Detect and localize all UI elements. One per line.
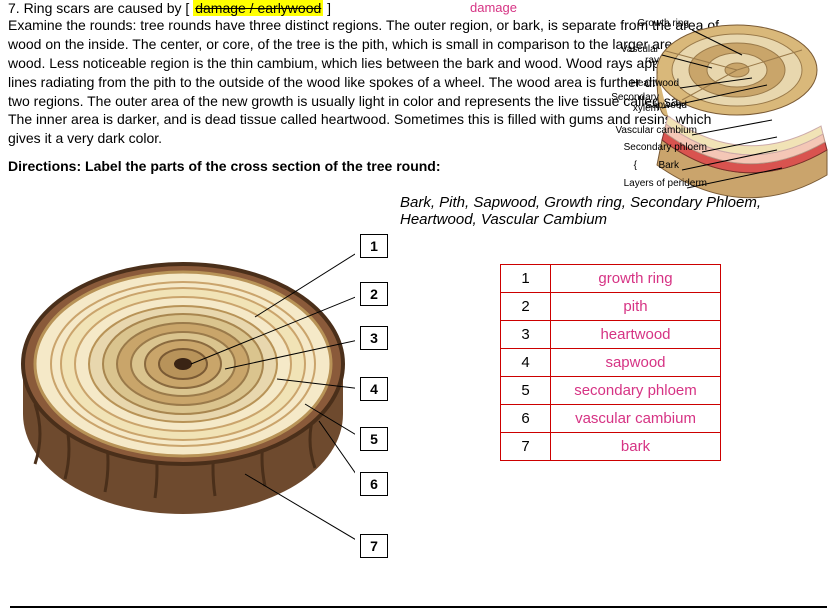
ans-num: 4 [501,349,551,377]
label-box-7[interactable]: 7 [360,534,388,558]
label-box-2[interactable]: 2 [360,282,388,306]
label-box-3[interactable]: 3 [360,326,388,350]
anat-label-vascular-ray: Vascular ray [614,44,659,66]
answer-table: 1growth ring 2pith 3heartwood 4sapwood 5… [500,264,721,461]
question-7: 7. Ring scars are caused by [ damage / e… [8,0,331,16]
ans-num: 3 [501,321,551,349]
table-row: 3heartwood [501,321,721,349]
anat-label-bark: Bark [658,160,679,171]
ans-num: 6 [501,405,551,433]
table-row: 7bark [501,433,721,461]
ans-num: 2 [501,293,551,321]
ans-text: pith [551,293,721,321]
ans-num: 1 [501,265,551,293]
table-row: 5secondary phloem [501,377,721,405]
ans-text: growth ring [551,265,721,293]
ans-num: 5 [501,377,551,405]
label-box-1[interactable]: 1 [360,234,388,258]
ans-text: bark [551,433,721,461]
anat-label-secondary-phloem: Secondary phloem [624,142,707,153]
table-row: 2pith [501,293,721,321]
ans-num: 7 [501,433,551,461]
ans-text: vascular cambium [551,405,721,433]
tree-round-svg [15,214,355,544]
anat-label-vascular-cambium: Vascular cambium [615,125,697,136]
q7-strike: damage / earlywood [193,0,323,16]
q7-suffix: ] [323,0,331,16]
anat-label-heartwood: Heartwood [631,78,679,89]
word-bank: Bark, Pith, Sapwood, Growth ring, Second… [400,194,800,228]
table-row: 1growth ring [501,265,721,293]
label-box-5[interactable]: 5 [360,427,388,451]
ans-text: secondary phloem [551,377,721,405]
q7-prefix: 7. Ring scars are caused by [ [8,0,193,16]
worksheet-page: damage 7. Ring scars are caused by [ dam… [0,0,837,616]
labeling-diagram-area: 1 2 3 4 5 6 7 Bark, Pith, Sapwood, Growt… [0,174,837,574]
label-box-6[interactable]: 6 [360,472,388,496]
ans-text: sapwood [551,349,721,377]
label-box-4[interactable]: 4 [360,377,388,401]
table-row: 4sapwood [501,349,721,377]
table-row: 6vascular cambium [501,405,721,433]
ans-text: heartwood [551,321,721,349]
answer-annotation: damage [470,0,517,15]
anat-label-growth-ring: Growth ring [637,18,689,29]
bark-brace: { [634,160,637,171]
anat-label-sapwood: Sapwood [645,100,687,111]
bottom-rule [10,606,827,608]
